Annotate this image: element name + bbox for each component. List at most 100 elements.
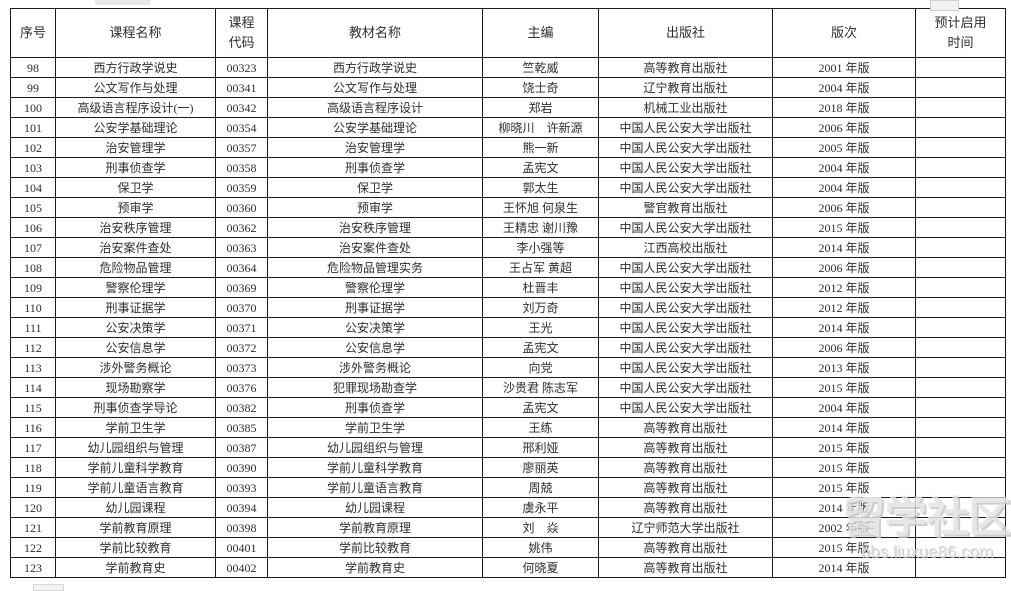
table-row: 105 预审学 00360 预审学 王怀旭 何泉生 警官教育出版社 2006 年… xyxy=(10,197,1006,218)
cell-course-code: 00360 xyxy=(215,197,268,218)
cell-course-code: 00357 xyxy=(215,137,268,158)
cell-expected-start xyxy=(915,517,1006,538)
cell-publisher: 中国人民公安大学出版社 xyxy=(598,337,773,358)
cell-chief-editor: 郑岩 xyxy=(482,97,599,118)
cell-course-name: 学前教育史 xyxy=(55,557,216,578)
cell-number: 99 xyxy=(10,77,56,98)
cell-number: 116 xyxy=(10,417,56,438)
table-row: 99 公文写作与处理 00341 公文写作与处理 饶士奇 辽宁教育出版社 200… xyxy=(10,77,1006,98)
cell-edition: 2004 年版 xyxy=(772,177,916,198)
cell-number: 100 xyxy=(10,97,56,118)
cell-expected-start xyxy=(915,357,1006,378)
cell-number: 110 xyxy=(10,297,56,318)
cell-course-code: 00363 xyxy=(215,237,268,258)
cell-expected-start xyxy=(915,77,1006,98)
cell-course-name: 涉外警务概论 xyxy=(55,357,216,378)
cell-number: 101 xyxy=(10,117,56,138)
cell-edition: 2005 年版 xyxy=(772,137,916,158)
cell-chief-editor: 王占军 黄超 xyxy=(482,257,599,278)
cell-course-name: 幼儿园课程 xyxy=(55,497,216,518)
table-row: 111 公安决策学 00371 公安决策学 王光 中国人民公安大学出版社 201… xyxy=(10,317,1006,338)
cell-publisher: 中国人民公安大学出版社 xyxy=(598,177,773,198)
cell-publisher: 中国人民公安大学出版社 xyxy=(598,317,773,338)
cell-chief-editor: 柳晓川 许新源 xyxy=(482,117,599,138)
cell-course-code: 00362 xyxy=(215,217,268,238)
cell-expected-start xyxy=(915,317,1006,338)
cell-course-code: 00390 xyxy=(215,457,268,478)
cell-course-code: 00373 xyxy=(215,357,268,378)
table-row: 103 刑事侦查学 00358 刑事侦查学 孟宪文 中国人民公安大学出版社 20… xyxy=(10,157,1006,178)
table-row: 122 学前比较教育 00401 学前比较教育 姚伟 高等教育出版社 2015 … xyxy=(10,537,1006,558)
cell-number: 112 xyxy=(10,337,56,358)
cell-course-code: 00359 xyxy=(215,177,268,198)
table-row: 119 学前儿童语言教育 00393 学前儿童语言教育 周兢 高等教育出版社 2… xyxy=(10,477,1006,498)
cell-textbook-name: 刑事证据学 xyxy=(267,297,483,318)
cell-course-name: 高级语言程序设计(一) xyxy=(55,97,216,118)
cell-edition: 2014 年版 xyxy=(772,557,916,578)
cell-expected-start xyxy=(915,437,1006,458)
cell-chief-editor: 王练 xyxy=(482,417,599,438)
cell-course-name: 公文写作与处理 xyxy=(55,77,216,98)
cell-number: 109 xyxy=(10,277,56,298)
cell-edition: 2004 年版 xyxy=(772,397,916,418)
cell-textbook-name: 学前卫生学 xyxy=(267,417,483,438)
table-row: 106 治安秩序管理 00362 治安秩序管理 王精忠 谢川豫 中国人民公安大学… xyxy=(10,217,1006,238)
cell-course-name: 学前卫生学 xyxy=(55,417,216,438)
cell-course-name: 学前儿童科学教育 xyxy=(55,457,216,478)
table-row: 100 高级语言程序设计(一) 00342 高级语言程序设计 郑岩 机械工业出版… xyxy=(10,97,1006,118)
cell-textbook-name: 学前儿童语言教育 xyxy=(267,477,483,498)
cell-publisher: 江西高校出版社 xyxy=(598,237,773,258)
cell-chief-editor: 王光 xyxy=(482,317,599,338)
table-row: 123 学前教育史 00402 学前教育史 何晓夏 高等教育出版社 2014 年… xyxy=(10,557,1006,578)
cell-chief-editor: 李小强等 xyxy=(482,237,599,258)
cell-number: 114 xyxy=(10,377,56,398)
cell-textbook-name: 学前儿童科学教育 xyxy=(267,457,483,478)
cell-expected-start xyxy=(915,297,1006,318)
cell-publisher: 中国人民公安大学出版社 xyxy=(598,217,773,238)
cell-publisher: 辽宁教育出版社 xyxy=(598,77,773,98)
table-row: 102 治安管理学 00357 治安管理学 熊一新 中国人民公安大学出版社 20… xyxy=(10,137,1006,158)
cell-chief-editor: 饶士奇 xyxy=(482,77,599,98)
cell-course-name: 西方行政学说史 xyxy=(55,57,216,78)
cell-course-code: 00372 xyxy=(215,337,268,358)
cell-textbook-name: 公安信息学 xyxy=(267,337,483,358)
cell-number: 104 xyxy=(10,177,56,198)
column-header-number: 序号 xyxy=(10,8,56,58)
cell-edition: 2006 年版 xyxy=(772,337,916,358)
cell-chief-editor: 周兢 xyxy=(482,477,599,498)
course-textbook-table: 序号 课程名称 课程 代码 教材名称 主编 出版社 版次 预计启用 时间 98 … xyxy=(10,8,1006,578)
cell-expected-start xyxy=(915,397,1006,418)
cell-textbook-name: 刑事侦查学 xyxy=(267,157,483,178)
cell-expected-start xyxy=(915,537,1006,558)
cell-edition: 2015 年版 xyxy=(772,477,916,498)
screenshot-artifact-top-left xyxy=(95,0,150,5)
cell-chief-editor: 杜晋丰 xyxy=(482,277,599,298)
cell-course-name: 学前比较教育 xyxy=(55,537,216,558)
cell-number: 105 xyxy=(10,197,56,218)
cell-course-code: 00371 xyxy=(215,317,268,338)
table-row: 113 涉外警务概论 00373 涉外警务概论 向党 中国人民公安大学出版社 2… xyxy=(10,357,1006,378)
cell-chief-editor: 孟宪文 xyxy=(482,157,599,178)
cell-textbook-name: 学前比较教育 xyxy=(267,537,483,558)
table-row: 101 公安学基础理论 00354 公安学基础理论 柳晓川 许新源 中国人民公安… xyxy=(10,117,1006,138)
column-header-course-name: 课程名称 xyxy=(55,8,216,58)
cell-course-name: 刑事侦查学导论 xyxy=(55,397,216,418)
cell-textbook-name: 预审学 xyxy=(267,197,483,218)
table-row: 114 现场勘察学 00376 犯罪现场勘查学 沙贵君 陈志军 中国人民公安大学… xyxy=(10,377,1006,398)
cell-course-code: 00376 xyxy=(215,377,268,398)
cell-textbook-name: 犯罪现场勘查学 xyxy=(267,377,483,398)
cell-edition: 2015 年版 xyxy=(772,217,916,238)
cell-number: 108 xyxy=(10,257,56,278)
table-header-row: 序号 课程名称 课程 代码 教材名称 主编 出版社 版次 预计启用 时间 xyxy=(10,8,1006,58)
cell-expected-start xyxy=(915,197,1006,218)
cell-course-name: 刑事证据学 xyxy=(55,297,216,318)
cell-edition: 2014 年版 xyxy=(772,317,916,338)
cell-edition: 2006 年版 xyxy=(772,117,916,138)
cell-edition: 2012 年版 xyxy=(772,297,916,318)
cell-publisher: 高等教育出版社 xyxy=(598,537,773,558)
cell-number: 115 xyxy=(10,397,56,418)
cell-expected-start xyxy=(915,477,1006,498)
cell-textbook-name: 公安决策学 xyxy=(267,317,483,338)
cell-chief-editor: 竺乾威 xyxy=(482,57,599,78)
cell-course-code: 00354 xyxy=(215,117,268,138)
